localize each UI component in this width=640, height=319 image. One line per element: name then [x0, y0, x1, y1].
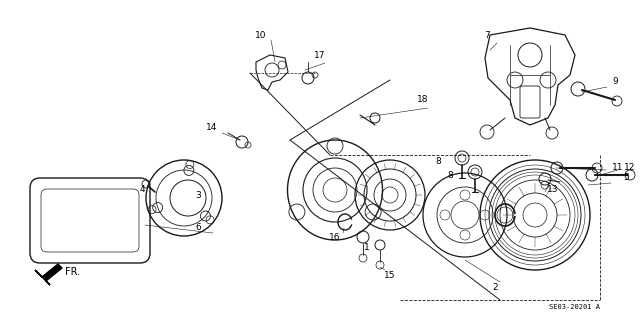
Text: 5: 5: [623, 174, 629, 182]
Text: FR.: FR.: [65, 267, 80, 277]
Text: 2: 2: [492, 283, 498, 292]
Text: 9: 9: [612, 78, 618, 86]
Text: 4: 4: [139, 186, 145, 195]
Text: 13: 13: [547, 186, 559, 195]
Text: 16: 16: [329, 234, 340, 242]
Text: 6: 6: [195, 224, 201, 233]
Text: 11: 11: [612, 164, 624, 173]
Text: 8: 8: [435, 158, 441, 167]
Text: 14: 14: [206, 123, 218, 132]
Polygon shape: [35, 264, 62, 285]
Text: 3: 3: [195, 190, 201, 199]
Text: 7: 7: [484, 31, 490, 40]
Text: 17: 17: [314, 50, 326, 60]
Text: SE03-20201 A: SE03-20201 A: [549, 304, 600, 310]
Text: 15: 15: [384, 271, 396, 279]
Text: 8: 8: [447, 172, 453, 181]
Text: 1: 1: [364, 243, 370, 253]
Text: 10: 10: [255, 31, 267, 40]
Text: 12: 12: [624, 164, 636, 173]
Text: 18: 18: [417, 95, 429, 105]
